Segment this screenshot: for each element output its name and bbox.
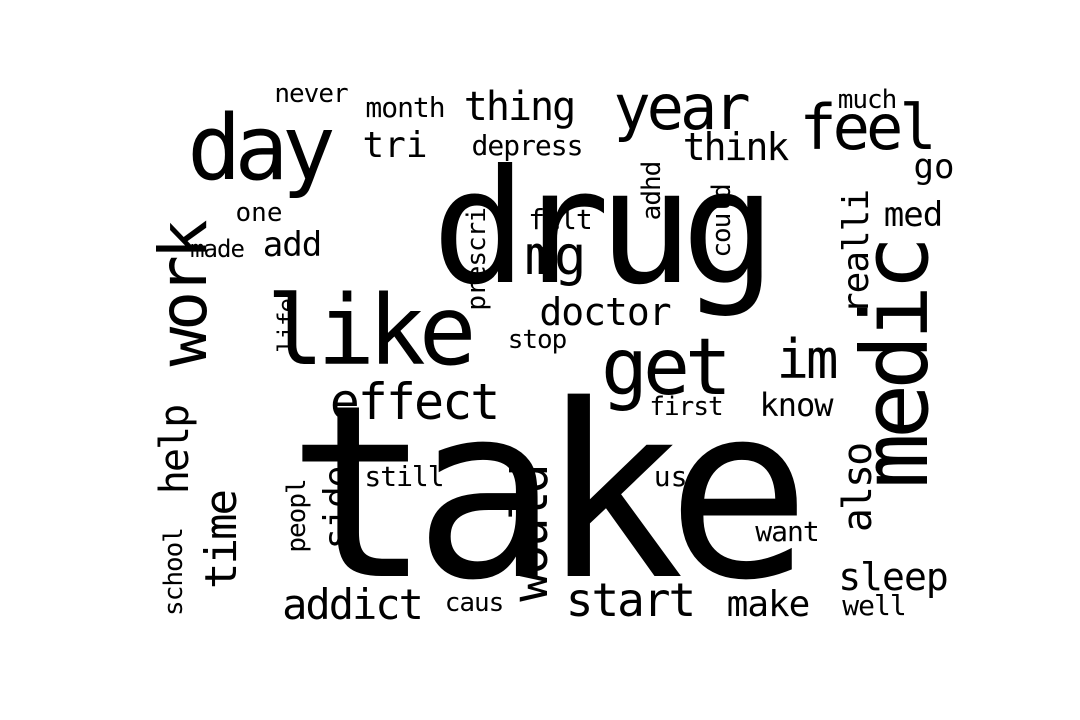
word-help: help [152,405,198,495]
word-much: much [837,85,898,115]
word-take: take [287,353,811,633]
word-prescrib: prescrib [462,193,492,311]
word-school: school [159,528,189,616]
word-would: would [501,466,559,602]
word-want: want [755,515,819,548]
word-day: day [187,96,336,201]
word-like: like [266,275,476,387]
word-one: one [235,198,283,228]
word-could: could [707,184,737,258]
word-go: go [913,147,955,187]
word-addict: addict [282,580,424,629]
word-adhd: adhd [637,161,667,221]
word-felt: felt [528,203,592,236]
word-first: first [649,392,723,422]
word-start: start [565,573,696,627]
word-month: month [365,91,445,124]
word-peopl: peopl [282,479,312,553]
word-also: also [835,443,881,533]
word-well: well [842,589,906,622]
word-doctor: doctor [539,290,671,334]
word-life: life [273,299,301,353]
word-use: use [653,460,705,493]
word-mg: mg [524,224,586,287]
word-still: still [364,460,444,493]
word-im: im [776,328,838,391]
word-never: never [274,79,348,109]
word-med: med [883,195,943,235]
word-drug: drug [431,136,776,320]
word-tri: tri [362,125,428,166]
word-sleep: sleep [838,555,948,599]
word-stop: stop [507,325,568,355]
word-thing: thing [463,84,576,130]
word-year: year [613,71,750,144]
word-know: know [759,386,833,424]
word-caus: caus [444,588,505,618]
word-get: get [601,323,732,413]
word-feel: feel [799,91,936,164]
word-made: made [190,235,245,263]
word-realli: realli [836,189,877,315]
word-add: add [262,225,322,265]
word-effect: effect [329,373,501,431]
word-depress: depress [471,129,583,162]
word-side: side [317,466,358,550]
word-make: make [726,584,811,625]
word-time: time [196,491,247,589]
word-think: think [682,125,789,169]
